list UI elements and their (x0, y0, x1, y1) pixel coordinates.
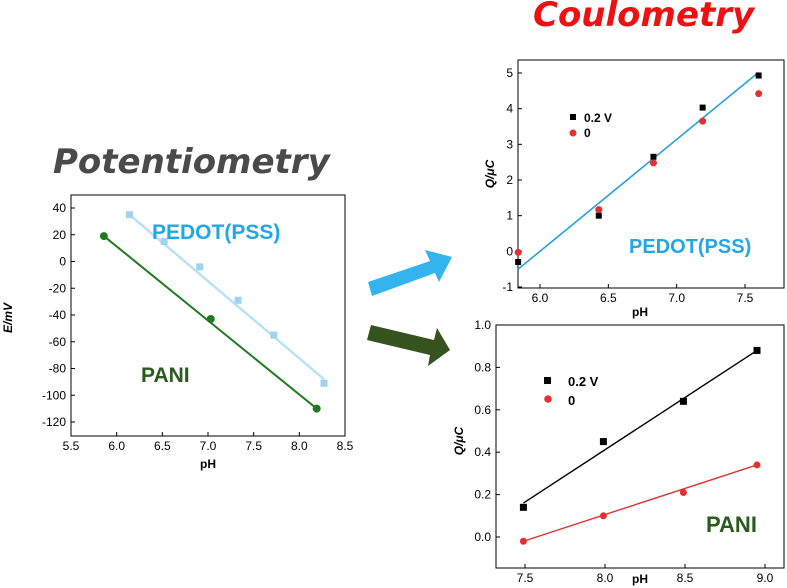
y-tick-label: -60 (49, 335, 67, 349)
x-tick-label: 6.0 (532, 291, 549, 305)
fit-line (523, 349, 758, 504)
data-point (595, 212, 602, 219)
x-tick-label: 5.5 (63, 439, 80, 453)
annotation-pani: PANI (706, 512, 757, 537)
x-tick-label: 8.5 (337, 439, 354, 453)
data-point (514, 248, 522, 256)
data-point (519, 503, 527, 511)
y-tick-label: 20 (53, 228, 67, 242)
x-tick-label: 8.5 (677, 571, 694, 585)
chart-coulometry-pani: 7.5 8.0 8.5 9.0 1.0 0.8 0.6 0.4 0.2 0.0 pH Q/μC 0.2 … (452, 318, 785, 586)
data-point (753, 346, 761, 354)
y-tick-label: 0 (59, 255, 66, 269)
data-point (679, 488, 687, 496)
legend-label: 0.2 V (584, 111, 612, 125)
data-point (160, 237, 168, 245)
x-tick-label: 7.5 (245, 439, 262, 453)
data-point (206, 315, 215, 324)
x-axis-label: pH (632, 572, 648, 586)
legend-marker-square (570, 114, 576, 120)
data-point (99, 232, 108, 241)
y-tick-label: 0 (506, 244, 513, 258)
data-point (755, 90, 763, 98)
y-tick-label: -100 (42, 388, 66, 402)
x-tick-label: 9.0 (757, 571, 774, 585)
data-point (649, 159, 657, 167)
x-tick-label: 6.5 (154, 439, 171, 453)
y-tick-label: -40 (49, 308, 67, 322)
x-axis-label: pH (632, 305, 648, 319)
y-tick-label: 3 (506, 137, 513, 151)
data-point (595, 206, 603, 214)
annotation-pedot: PEDOT(PSS) (629, 236, 751, 258)
legend-label: 0.2 V (568, 374, 599, 389)
y-tick-label: -20 (49, 281, 67, 295)
data-point (515, 259, 522, 266)
data-point (312, 404, 321, 413)
chart-potentiometry: 5.5 6.0 6.5 7.0 7.5 8.0 8.5 40 20 0 -20 -40 -60 -80 -1… (1, 194, 354, 471)
legend-marker-circle (544, 395, 552, 403)
x-tick-label: 7.0 (668, 291, 685, 305)
y-tick-label: 1 (506, 209, 513, 223)
x-tick-label: 6.5 (600, 291, 617, 305)
annotation-pedot: PEDOT(PSS) (152, 221, 280, 244)
legend-label: 0 (568, 393, 575, 408)
y-tick-label: 4 (506, 102, 513, 116)
y-tick-label: 5 (506, 66, 513, 80)
y-tick-label: 0.6 (474, 403, 491, 417)
arrow-to-pedot (368, 250, 452, 296)
data-point (753, 461, 761, 469)
y-tick-label: 2 (506, 173, 513, 187)
y-tick-label: -80 (49, 362, 67, 376)
data-point (196, 263, 204, 271)
legend-label: 0 (584, 126, 591, 140)
x-tick-label: 6.0 (108, 439, 125, 453)
x-tick-label: 7.0 (200, 439, 217, 453)
x-tick-label: 8.0 (291, 439, 308, 453)
plot-frame (517, 59, 785, 289)
data-point (699, 104, 706, 111)
data-point (320, 379, 328, 387)
data-point (679, 397, 687, 405)
legend-marker-circle (569, 129, 577, 137)
y-tick-label: 0.8 (474, 360, 491, 374)
y-tick-label: -1 (502, 280, 513, 294)
data-point (699, 117, 707, 125)
x-axis-label: pH (200, 457, 216, 471)
data-point (234, 296, 242, 304)
data-point (755, 72, 762, 79)
y-tick-label: 0.0 (474, 530, 491, 544)
y-tick-label: 0.4 (474, 445, 491, 459)
y-axis-label: Q/μC (452, 426, 466, 455)
legend-marker-square (544, 377, 551, 384)
x-tick-label: 7.5 (737, 291, 754, 305)
y-tick-label: 40 (53, 201, 67, 215)
x-tick-label: 8.0 (597, 571, 614, 585)
data-point (599, 512, 607, 520)
plot-frame (495, 324, 785, 569)
data-point (519, 537, 527, 545)
y-axis-label: Q/μC (483, 159, 497, 188)
annotation-pani: PANI (141, 364, 190, 387)
fit-line (523, 464, 758, 542)
heading-coulometry: Coulometry (533, 0, 756, 35)
data-point (270, 331, 278, 339)
heading-potentiometry: Potentiometry (53, 142, 332, 182)
data-point (650, 153, 657, 160)
data-point (125, 211, 133, 219)
y-tick-label: -120 (42, 415, 66, 429)
arrow-to-pani (367, 325, 450, 366)
fit-line (517, 71, 760, 270)
data-point (599, 438, 607, 446)
y-axis-label: E/mV (1, 302, 15, 333)
y-tick-label: 1.0 (474, 318, 491, 332)
y-tick-label: 0.2 (474, 488, 491, 502)
x-tick-label: 7.5 (517, 571, 534, 585)
